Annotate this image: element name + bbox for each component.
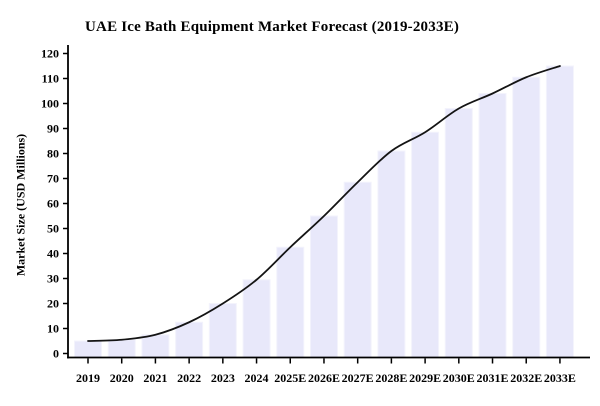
x-tick-label-2026E: 2026E <box>308 371 340 385</box>
x-tick-label-2032E: 2032E <box>510 371 542 385</box>
y-tick-label-10: 10 <box>47 322 59 336</box>
bar-2024 <box>242 279 271 358</box>
x-tick-label-2030E: 2030E <box>443 371 475 385</box>
y-axis-title: Market Size (USD Millions) <box>13 133 28 277</box>
y-tick-label-70: 70 <box>47 172 59 186</box>
chart-title: UAE Ice Bath Equipment Market Forecast (… <box>85 19 460 35</box>
x-tick-label-2023: 2023 <box>211 371 235 385</box>
x-tick-label-2020: 2020 <box>110 371 134 385</box>
bar-2032E <box>512 76 541 358</box>
bar-2027E <box>343 181 372 358</box>
x-tick-label-2031E: 2031E <box>477 371 509 385</box>
y-tick-label-30: 30 <box>47 272 59 286</box>
y-tick-label-60: 60 <box>47 197 59 211</box>
y-tick-label-40: 40 <box>47 247 59 261</box>
y-tick-label-100: 100 <box>41 97 59 111</box>
bar-2030E <box>444 108 473 358</box>
x-tick-label-2021: 2021 <box>143 371 167 385</box>
bar-2022 <box>175 321 204 358</box>
y-tick-label-20: 20 <box>47 297 59 311</box>
bar-2029E <box>411 131 440 358</box>
x-tick-label-2033E: 2033E <box>544 371 576 385</box>
y-tick-label-120: 120 <box>41 47 59 61</box>
bar-2023 <box>208 303 237 358</box>
x-tick-label-2024: 2024 <box>245 371 269 385</box>
x-tick-label-2019: 2019 <box>76 371 100 385</box>
y-tick-label-50: 50 <box>47 222 59 236</box>
x-tick-label-2027E: 2027E <box>342 371 374 385</box>
x-tick-label-2028E: 2028E <box>375 371 407 385</box>
y-tick-label-80: 80 <box>47 147 59 161</box>
y-tick-label-90: 90 <box>47 122 59 136</box>
bar-2031E <box>478 93 507 358</box>
bar-2019 <box>74 340 102 358</box>
bar-2021 <box>141 334 170 358</box>
x-tick-label-2025E: 2025E <box>274 371 306 385</box>
x-tick-label-2022: 2022 <box>177 371 201 385</box>
y-tick-label-110: 110 <box>42 72 59 86</box>
bar-2020 <box>107 339 136 358</box>
x-tick-label-2029E: 2029E <box>409 371 441 385</box>
y-tick-label-0: 0 <box>53 347 59 361</box>
bar-2026E <box>309 215 338 358</box>
trend-line <box>87 65 561 342</box>
bar-2025E <box>276 246 305 358</box>
bar-2028E <box>377 150 406 358</box>
bar-2033E <box>545 65 574 358</box>
